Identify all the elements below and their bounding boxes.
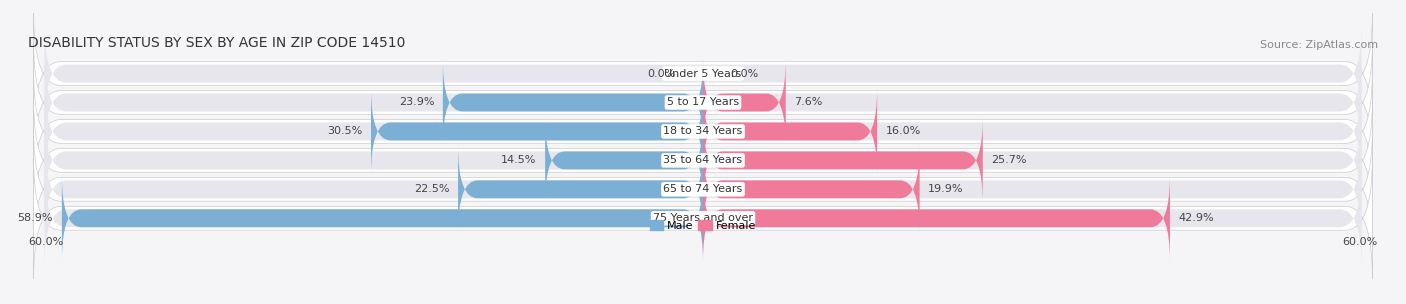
FancyBboxPatch shape <box>45 112 1361 209</box>
Text: 7.6%: 7.6% <box>794 98 823 108</box>
FancyBboxPatch shape <box>703 175 1170 261</box>
Text: 0.0%: 0.0% <box>730 68 758 78</box>
Text: 0.0%: 0.0% <box>648 68 676 78</box>
Text: 35 to 64 Years: 35 to 64 Years <box>664 155 742 165</box>
FancyBboxPatch shape <box>703 59 786 146</box>
FancyBboxPatch shape <box>62 175 703 261</box>
Text: 60.0%: 60.0% <box>28 237 63 247</box>
FancyBboxPatch shape <box>45 54 1361 151</box>
FancyBboxPatch shape <box>34 129 1372 250</box>
Text: 30.5%: 30.5% <box>328 126 363 136</box>
FancyBboxPatch shape <box>45 169 1361 267</box>
FancyBboxPatch shape <box>443 59 703 146</box>
Text: 22.5%: 22.5% <box>413 184 450 194</box>
FancyBboxPatch shape <box>458 146 703 233</box>
Text: Under 5 Years: Under 5 Years <box>665 68 741 78</box>
Text: 75 Years and over: 75 Years and over <box>652 213 754 223</box>
Text: 5 to 17 Years: 5 to 17 Years <box>666 98 740 108</box>
FancyBboxPatch shape <box>371 88 703 174</box>
FancyBboxPatch shape <box>34 13 1372 134</box>
FancyBboxPatch shape <box>703 117 983 204</box>
Text: DISABILITY STATUS BY SEX BY AGE IN ZIP CODE 14510: DISABILITY STATUS BY SEX BY AGE IN ZIP C… <box>28 36 405 50</box>
Text: 23.9%: 23.9% <box>399 98 434 108</box>
FancyBboxPatch shape <box>45 82 1361 180</box>
FancyBboxPatch shape <box>45 140 1361 238</box>
Text: Source: ZipAtlas.com: Source: ZipAtlas.com <box>1260 40 1378 50</box>
Text: 25.7%: 25.7% <box>991 155 1026 165</box>
Text: 14.5%: 14.5% <box>501 155 537 165</box>
FancyBboxPatch shape <box>703 88 877 174</box>
FancyBboxPatch shape <box>34 158 1372 279</box>
FancyBboxPatch shape <box>34 42 1372 163</box>
FancyBboxPatch shape <box>546 117 703 204</box>
Text: 60.0%: 60.0% <box>1343 237 1378 247</box>
FancyBboxPatch shape <box>34 100 1372 221</box>
FancyBboxPatch shape <box>703 146 920 233</box>
Text: 58.9%: 58.9% <box>18 213 53 223</box>
Text: 65 to 74 Years: 65 to 74 Years <box>664 184 742 194</box>
Text: 18 to 34 Years: 18 to 34 Years <box>664 126 742 136</box>
Legend: Male, Female: Male, Female <box>645 216 761 235</box>
FancyBboxPatch shape <box>45 25 1361 123</box>
Text: 42.9%: 42.9% <box>1178 213 1215 223</box>
Text: 19.9%: 19.9% <box>928 184 965 194</box>
FancyBboxPatch shape <box>34 71 1372 192</box>
Text: 16.0%: 16.0% <box>886 126 921 136</box>
